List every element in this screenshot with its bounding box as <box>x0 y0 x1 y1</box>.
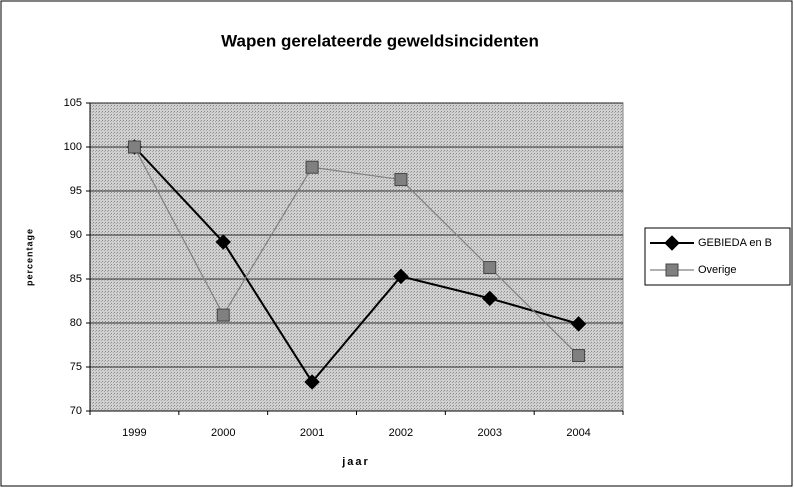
chart-title: Wapen gerelateerde geweldsincidenten <box>221 31 539 50</box>
x-tick-label: 2002 <box>389 427 413 439</box>
data-point <box>304 374 320 390</box>
x-tick-label: 2000 <box>211 427 235 439</box>
y-tick-label: 80 <box>70 317 82 329</box>
data-point <box>483 261 497 275</box>
x-axis-label: jaar <box>341 456 370 468</box>
y-tick-label: 70 <box>70 405 82 417</box>
plot-area <box>89 102 624 412</box>
legend-label: Overige <box>698 264 737 276</box>
x-tick-label: 2003 <box>478 427 502 439</box>
series-line <box>133 146 580 356</box>
y-tick-label: 90 <box>70 229 82 241</box>
x-tick-label: 2004 <box>566 427 590 439</box>
y-tick-label: 100 <box>64 141 82 153</box>
legend-marker <box>665 263 679 277</box>
legend-marker <box>664 235 680 251</box>
data-point <box>216 308 230 322</box>
data-point <box>127 140 141 154</box>
x-tick-label: 1999 <box>122 427 146 439</box>
data-point <box>215 234 231 250</box>
data-point <box>482 290 498 307</box>
y-tick-label: 105 <box>64 97 82 109</box>
y-tick-label: 75 <box>70 361 82 373</box>
data-point <box>393 268 409 285</box>
data-point <box>572 349 586 363</box>
data-point <box>305 160 319 174</box>
y-axis-label: percentage <box>24 228 34 286</box>
x-tick-label: 2001 <box>300 427 324 439</box>
series-line <box>133 146 579 384</box>
legend-label: GEBIEDA en B <box>698 237 772 249</box>
data-point <box>570 316 587 332</box>
y-tick-label: 85 <box>70 273 82 285</box>
y-tick-label: 95 <box>70 185 82 197</box>
data-point <box>394 173 408 187</box>
